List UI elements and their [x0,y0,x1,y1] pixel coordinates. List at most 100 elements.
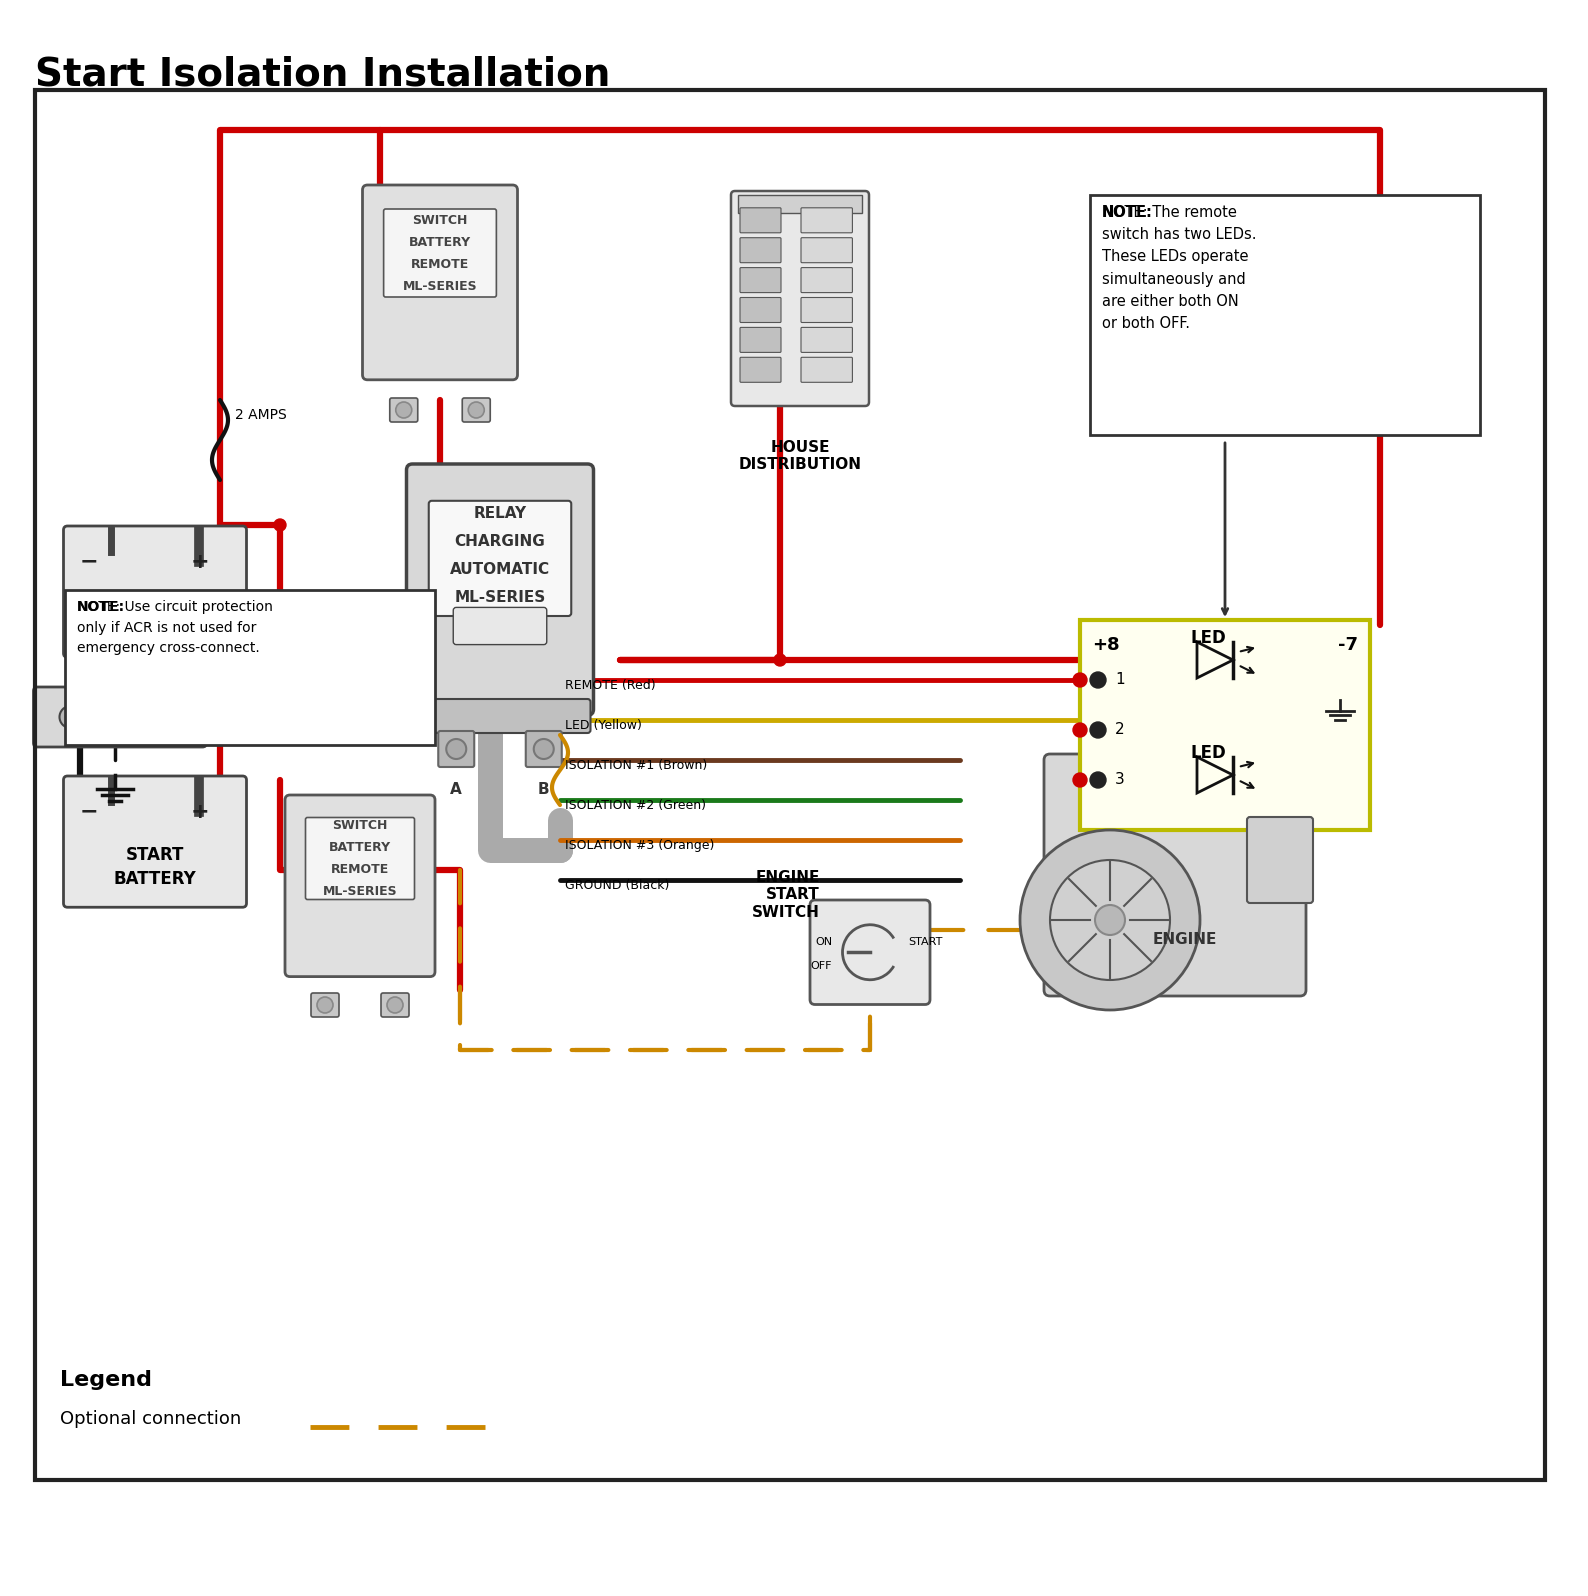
Text: LED: LED [1189,744,1226,761]
Circle shape [773,654,786,666]
Text: −: − [79,552,98,571]
Text: NOTE:: NOTE: [1102,204,1153,220]
Circle shape [395,402,411,418]
Text: RELAY: RELAY [473,506,527,522]
FancyBboxPatch shape [453,608,546,645]
FancyBboxPatch shape [800,238,853,263]
FancyBboxPatch shape [429,501,572,616]
FancyBboxPatch shape [311,993,338,1017]
FancyBboxPatch shape [381,993,410,1017]
Text: 2 AMPS: 2 AMPS [235,409,287,421]
Text: SWITCH: SWITCH [413,214,468,227]
FancyBboxPatch shape [438,731,475,768]
Text: BATTERY: BATTERY [329,841,391,854]
FancyBboxPatch shape [305,817,414,900]
FancyBboxPatch shape [1247,817,1313,903]
Text: Start Isolation Installation: Start Isolation Installation [35,54,610,93]
Text: AUTOMATIC: AUTOMATIC [449,562,549,578]
Text: GROUND (Black): GROUND (Black) [565,879,670,892]
Text: LED: LED [1189,629,1226,646]
Circle shape [1019,830,1201,1010]
Circle shape [1073,772,1088,787]
Circle shape [446,739,467,760]
FancyBboxPatch shape [810,900,931,1004]
FancyBboxPatch shape [740,207,781,233]
Text: 2: 2 [1115,723,1124,737]
Text: BATTERY: BATTERY [114,619,197,637]
FancyBboxPatch shape [800,268,853,292]
FancyBboxPatch shape [389,397,418,421]
Text: Optional connection: Optional connection [60,1409,241,1428]
Text: START: START [125,846,184,865]
FancyBboxPatch shape [738,195,862,212]
Text: ML-SERIES: ML-SERIES [454,591,546,605]
Text: +: + [191,801,210,822]
Text: NOTE: The remote
switch has two LEDs.
These LEDs operate
simultaneously and
are : NOTE: The remote switch has two LEDs. Th… [1102,204,1256,330]
Circle shape [1050,860,1170,980]
Text: ENGINE: ENGINE [1153,932,1216,948]
FancyBboxPatch shape [284,795,435,977]
Circle shape [165,712,175,721]
Text: BATTERY: BATTERY [410,236,472,249]
Circle shape [275,519,286,531]
FancyBboxPatch shape [730,192,869,405]
FancyBboxPatch shape [384,209,497,297]
FancyBboxPatch shape [64,527,246,658]
Text: ISOLATION #2 (Green): ISOLATION #2 (Green) [565,800,707,812]
FancyBboxPatch shape [1089,195,1480,436]
Text: +8: +8 [1093,635,1120,654]
Text: 1: 1 [1115,672,1124,688]
FancyBboxPatch shape [740,327,781,353]
Text: ON: ON [815,937,832,946]
Text: HOUSE
DISTRIBUTION: HOUSE DISTRIBUTION [738,440,862,472]
Circle shape [387,998,403,1013]
Circle shape [1089,721,1105,737]
Circle shape [1073,674,1088,686]
FancyBboxPatch shape [410,464,591,493]
FancyBboxPatch shape [365,187,516,219]
Circle shape [98,712,108,721]
Circle shape [59,705,81,728]
FancyBboxPatch shape [1080,619,1370,830]
FancyBboxPatch shape [740,297,781,322]
Text: ML-SERIES: ML-SERIES [403,279,478,292]
Text: BATTERY: BATTERY [114,870,197,887]
FancyBboxPatch shape [526,731,562,768]
Text: NOTE:: NOTE: [76,600,125,614]
Text: ISOLATION #1 (Brown): ISOLATION #1 (Brown) [565,760,707,772]
Text: -7: -7 [1339,635,1358,654]
Text: REMOTE: REMOTE [411,257,468,270]
Circle shape [534,739,554,760]
FancyBboxPatch shape [740,358,781,383]
Text: REMOTE (Red): REMOTE (Red) [565,678,656,693]
Text: CHARGING: CHARGING [454,535,545,549]
Text: SWITCH: SWITCH [332,819,387,832]
Text: LED (Yellow): LED (Yellow) [565,720,642,733]
Text: REMOTE: REMOTE [330,863,389,876]
Circle shape [132,712,141,721]
Text: B: B [538,782,549,798]
FancyBboxPatch shape [800,297,853,322]
FancyBboxPatch shape [362,185,518,380]
Circle shape [1089,672,1105,688]
FancyBboxPatch shape [740,238,781,263]
FancyBboxPatch shape [800,358,853,383]
Text: ISOLATION #3 (Orange): ISOLATION #3 (Orange) [565,839,715,852]
Circle shape [159,705,181,728]
Text: ML-SERIES: ML-SERIES [322,886,397,899]
Circle shape [1089,772,1105,788]
FancyBboxPatch shape [410,699,591,733]
Text: HOUSE: HOUSE [122,597,187,614]
Text: NOTE: Use circuit protection
only if ACR is not used for
emergency cross-connect: NOTE: Use circuit protection only if ACR… [76,600,273,656]
Text: +: + [191,552,210,571]
FancyBboxPatch shape [64,776,246,907]
Circle shape [1073,723,1088,737]
Circle shape [468,402,484,418]
Text: Legend: Legend [60,1369,152,1390]
Circle shape [1096,905,1124,935]
FancyBboxPatch shape [33,686,206,747]
Text: A: A [451,782,462,798]
FancyBboxPatch shape [462,397,491,421]
FancyBboxPatch shape [740,268,781,292]
Text: 3: 3 [1115,772,1124,787]
